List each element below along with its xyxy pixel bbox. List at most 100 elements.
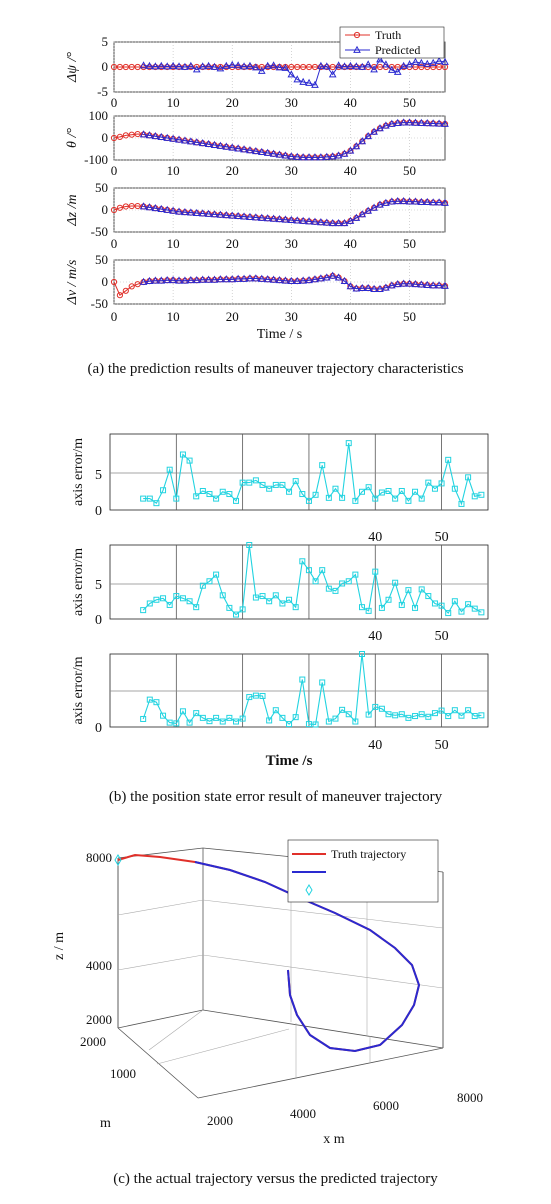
y-tick-label: -50 xyxy=(91,224,108,239)
predicted-point xyxy=(246,146,254,154)
legend-marker-start xyxy=(305,884,313,896)
error-point xyxy=(478,609,485,616)
error-point xyxy=(199,582,206,589)
y-tick-label: 2000 xyxy=(80,1034,106,1049)
predicted-point xyxy=(370,203,378,211)
z-tick-label: 2000 xyxy=(86,1012,112,1027)
predicted-point xyxy=(346,216,355,224)
predicted-point xyxy=(204,61,213,69)
error-point xyxy=(345,440,352,447)
predicted-point xyxy=(358,62,367,70)
y-axis-label: m xyxy=(100,1116,111,1131)
error-point xyxy=(213,714,220,721)
predicted-point xyxy=(169,134,177,142)
truth-point xyxy=(418,63,425,71)
error-point xyxy=(193,604,200,611)
truth-point xyxy=(294,63,301,71)
predicted-point xyxy=(216,141,225,149)
predicted-point xyxy=(163,205,172,213)
predicted-point xyxy=(216,210,225,218)
grid-line xyxy=(202,899,444,929)
error-point xyxy=(445,456,452,463)
predicted-point xyxy=(376,55,384,63)
predicted-point xyxy=(370,127,378,135)
error-point xyxy=(219,592,226,599)
predicted-point xyxy=(423,280,432,288)
predicted-point xyxy=(382,60,390,68)
predicted-point xyxy=(417,280,426,288)
predicted-point xyxy=(293,75,302,83)
error-point xyxy=(153,500,160,507)
error-point xyxy=(259,481,266,488)
predicted-point xyxy=(328,218,337,227)
error-point xyxy=(305,567,312,574)
error-point xyxy=(398,488,405,494)
predicted-point xyxy=(405,279,414,287)
truth-point xyxy=(122,287,129,294)
y-tick-label: -50 xyxy=(91,296,108,311)
predicted-point xyxy=(311,275,319,283)
predicted-point xyxy=(423,119,432,127)
x-tick-label: 10 xyxy=(167,163,180,178)
error-point xyxy=(378,705,385,712)
predicted-point xyxy=(370,65,378,73)
predicted-point xyxy=(299,216,307,224)
predicted-point xyxy=(204,275,213,283)
predicted-point xyxy=(281,63,290,71)
predicted-point xyxy=(269,275,278,283)
predicted-point xyxy=(305,275,313,284)
truth-point xyxy=(134,63,141,71)
z-axis-label: z / m xyxy=(52,932,67,960)
predicted-point xyxy=(163,275,172,284)
predicted-point xyxy=(234,274,242,282)
error-point xyxy=(160,712,167,719)
truth-point xyxy=(122,203,129,210)
error-point xyxy=(292,478,299,485)
error-point xyxy=(339,494,346,501)
x-tick-label: 50 xyxy=(403,236,416,251)
axis-box-edge xyxy=(202,1009,444,1049)
error-point xyxy=(213,571,220,578)
truth-point xyxy=(110,63,118,71)
x-tick-label: 4000 xyxy=(290,1106,316,1121)
truth-point xyxy=(134,202,141,210)
predicted-point xyxy=(234,61,242,69)
predicted-point xyxy=(257,66,266,74)
predicted-point xyxy=(340,62,349,70)
error-point xyxy=(160,487,167,494)
predicted-point xyxy=(210,275,219,283)
predicted-point xyxy=(411,118,420,126)
predicted-point xyxy=(334,151,343,159)
y-tick-label: 0 xyxy=(102,130,109,145)
predicted-point xyxy=(204,139,213,148)
error-point xyxy=(246,479,253,486)
legend-label-truth: Truth trajectory xyxy=(331,847,406,861)
predicted-point xyxy=(252,274,260,282)
error-point xyxy=(206,718,213,725)
predicted-point xyxy=(364,60,372,68)
error-point xyxy=(425,479,432,486)
predicted-point xyxy=(198,62,207,70)
predicted-point xyxy=(441,57,449,65)
predicted-point xyxy=(275,150,284,158)
predicted-point xyxy=(151,62,160,70)
x-tick-label: 10 xyxy=(167,95,180,110)
predicted-point xyxy=(281,151,290,159)
error-point xyxy=(359,651,365,657)
y-tick-label: 1000 xyxy=(110,1066,136,1081)
predicted-point xyxy=(399,61,408,69)
y-tick-label: 0 xyxy=(102,59,109,74)
predicted-point xyxy=(287,215,296,224)
predicted-point xyxy=(234,144,242,152)
x-tick-label: 10 xyxy=(167,236,180,251)
caption-b: (b) the position state error result of m… xyxy=(108,789,443,805)
error-point xyxy=(286,721,293,728)
predicted-point xyxy=(234,211,242,220)
predicted-point xyxy=(317,61,325,69)
predicted-point xyxy=(435,119,443,127)
x-tick-label: 8000 xyxy=(457,1090,483,1105)
predicted-point xyxy=(139,277,148,285)
error-point xyxy=(312,721,319,728)
error-point xyxy=(438,602,445,609)
error-point xyxy=(339,580,346,587)
